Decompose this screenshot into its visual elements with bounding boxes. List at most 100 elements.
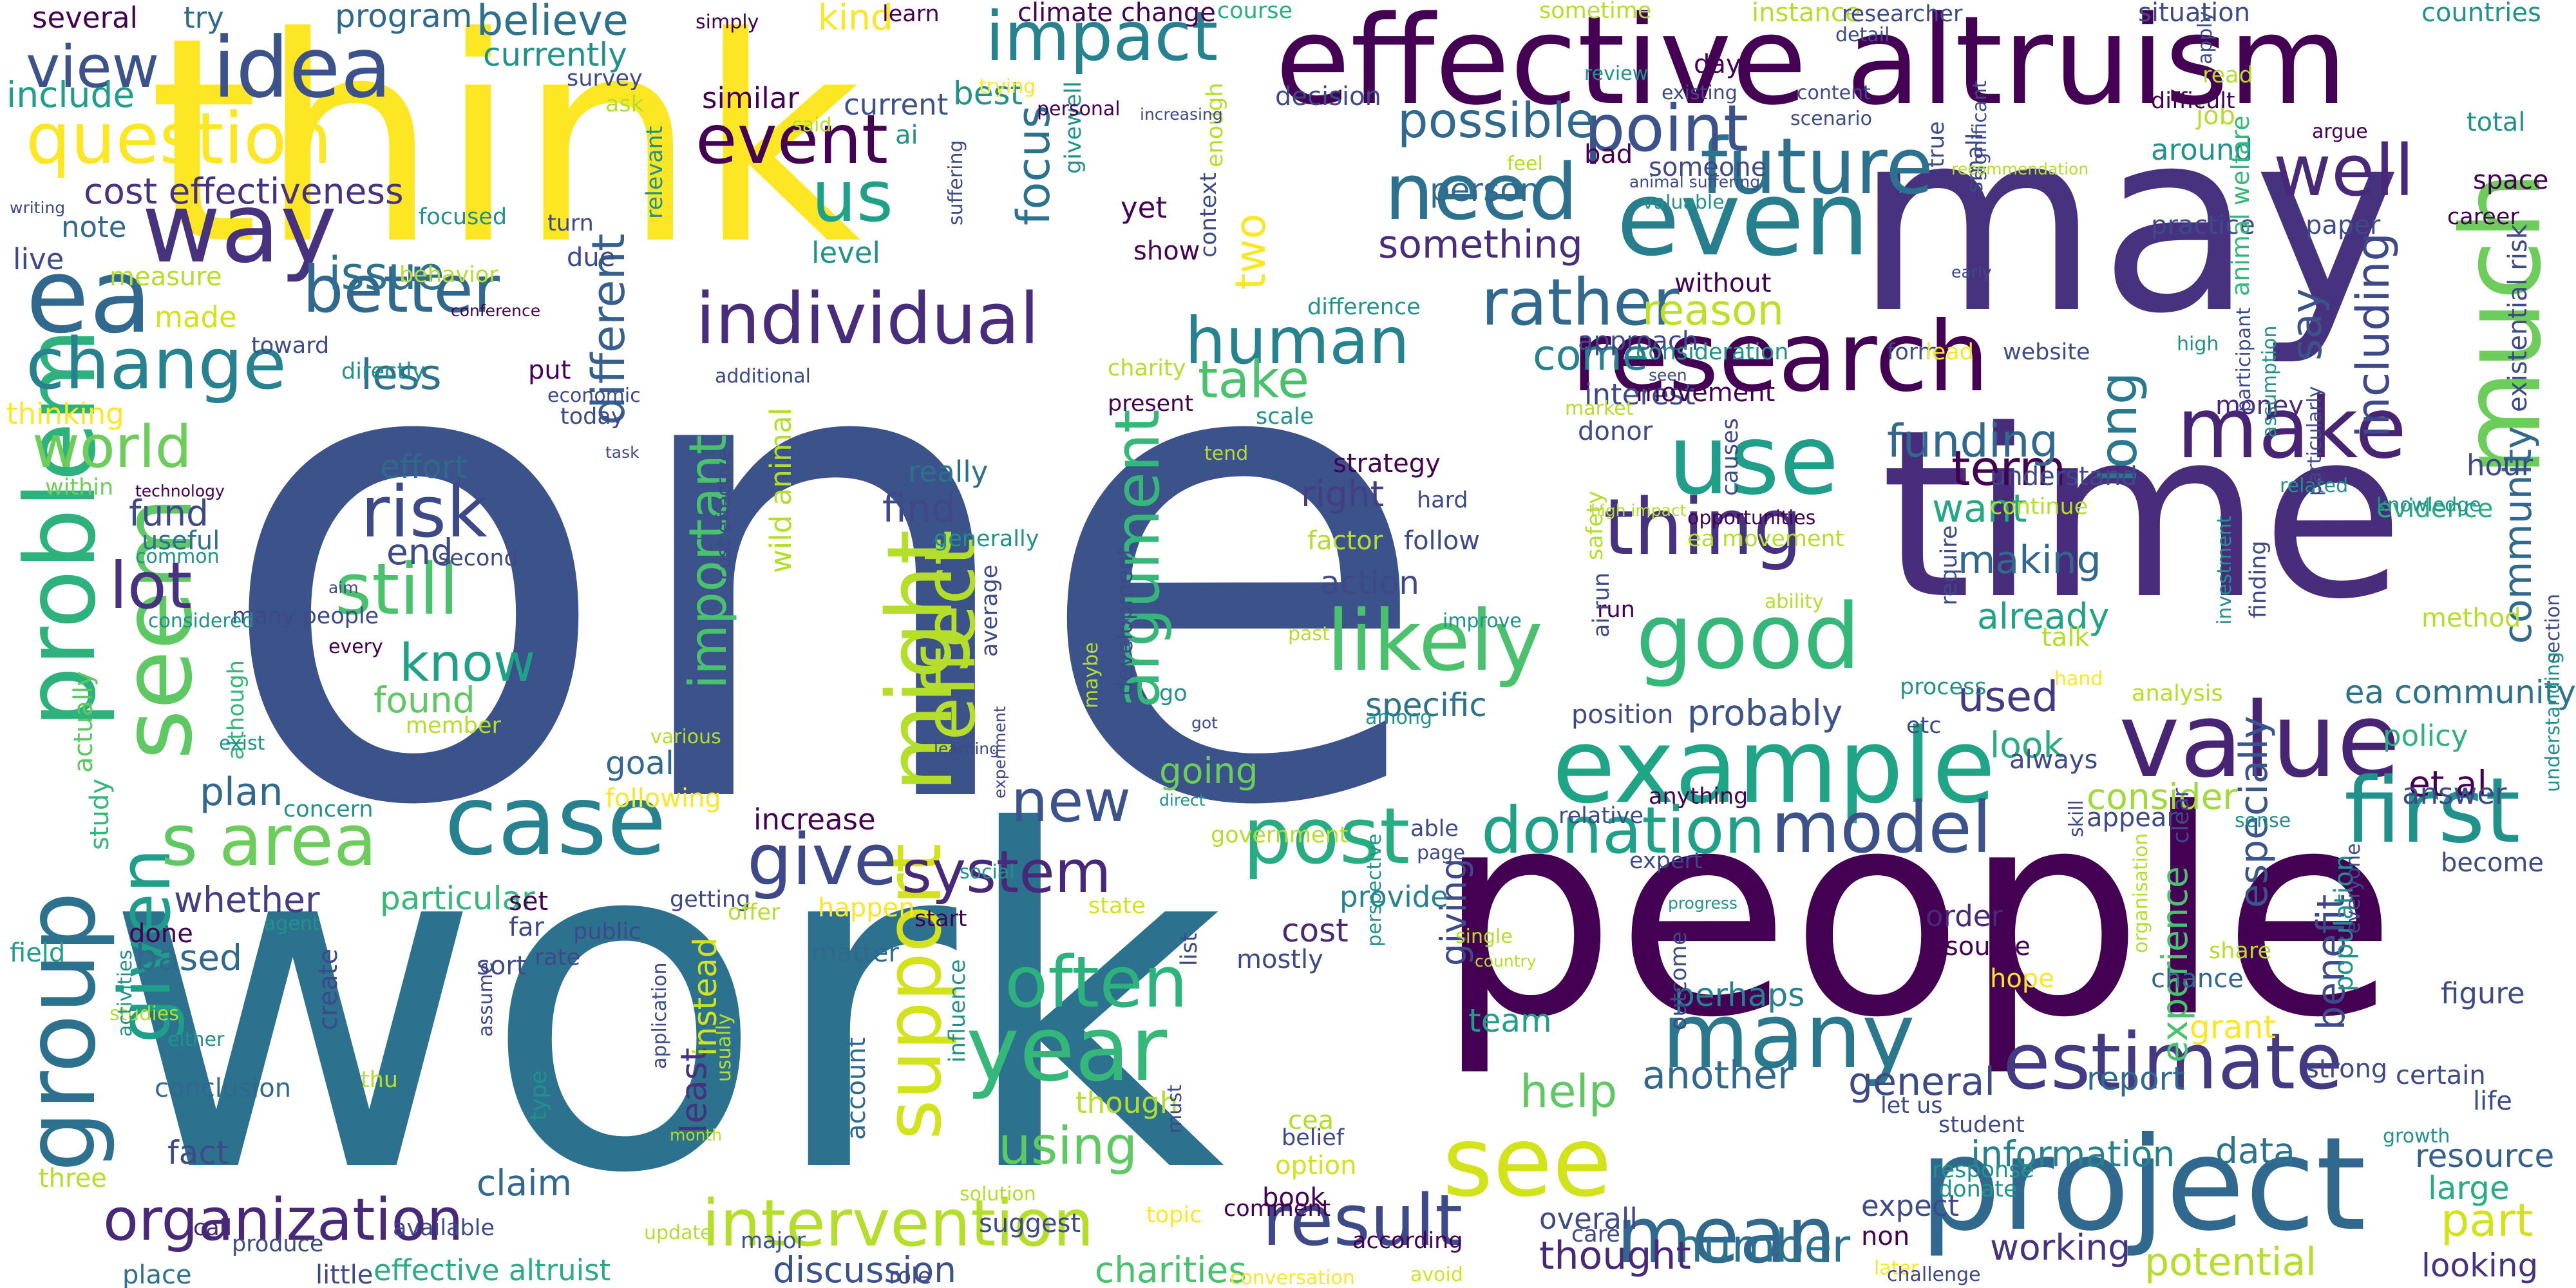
- word-way: way: [142, 173, 337, 285]
- word-based: based: [135, 937, 243, 978]
- word-let-us: let us: [1880, 1093, 1943, 1119]
- word-mostly: mostly: [1236, 945, 1323, 974]
- word-true: true: [1924, 121, 1949, 167]
- word-issue: issue: [328, 247, 444, 300]
- word-particularly: particularly: [2304, 386, 2326, 496]
- word-put: put: [528, 355, 571, 385]
- word-evidence: evidence: [2376, 494, 2494, 524]
- word-suffering: suffering: [945, 140, 967, 226]
- word-existential-risk: existential risk: [2503, 224, 2533, 412]
- word-produce: produce: [232, 1231, 324, 1257]
- word-chance: chance: [2151, 964, 2244, 994]
- word-made: made: [155, 300, 237, 334]
- word-view: view: [26, 33, 160, 101]
- word-difference: difference: [1307, 294, 1421, 320]
- word-said: said: [792, 114, 832, 137]
- word-someone: someone: [1649, 153, 1767, 182]
- word-order: order: [1926, 899, 2003, 933]
- word-good: good: [1636, 585, 1861, 690]
- word-major: major: [741, 1228, 806, 1254]
- word-using: using: [998, 1116, 1138, 1176]
- word-term: term: [1951, 440, 2067, 497]
- word-idea: idea: [213, 19, 392, 117]
- word-better: better: [303, 252, 500, 327]
- word-valuable: valuable: [1642, 191, 1725, 214]
- word-interest: interest: [1584, 377, 1696, 412]
- word-sort: sort: [477, 951, 527, 981]
- word-something: something: [1378, 222, 1583, 267]
- word-general: general: [1848, 1059, 1996, 1104]
- word-situation: situation: [2138, 0, 2251, 28]
- word-say: say: [2283, 288, 2331, 361]
- word-though: though: [1075, 1086, 1179, 1120]
- word-increase: increase: [753, 802, 876, 837]
- word-book: book: [1262, 1183, 1325, 1213]
- word-maybe: maybe: [1080, 642, 1103, 708]
- word-potential: potential: [2145, 1240, 2316, 1285]
- word-early: early: [1951, 263, 1992, 281]
- word-update: update: [644, 1222, 712, 1244]
- word-level: level: [811, 236, 881, 270]
- word-future: future: [1700, 122, 1933, 212]
- word-apply: apply: [2194, 11, 2217, 64]
- word-state: state: [1088, 893, 1146, 919]
- word-analysis: analysis: [2132, 681, 2223, 706]
- word-exist: exist: [219, 732, 265, 755]
- word-scale: scale: [1256, 404, 1314, 430]
- word-page: page: [1417, 842, 1465, 864]
- word-everyone: everyone: [2342, 843, 2365, 934]
- word-effort: effort: [380, 448, 468, 486]
- word-investment: investment: [2213, 515, 2236, 625]
- word-existing: existing: [1662, 82, 1738, 104]
- word-reason: reason: [1642, 287, 1784, 335]
- word-follow: follow: [1404, 526, 1480, 556]
- word-answer: answer: [2402, 777, 2507, 811]
- word-avoid: avoid: [1410, 1264, 1463, 1286]
- word-number: number: [1674, 1220, 1851, 1273]
- word-run: run: [1597, 597, 1635, 623]
- word-outcome: outcome: [1666, 931, 1692, 1030]
- word-charity: charity: [1108, 355, 1186, 381]
- word-learning: learning: [934, 739, 999, 758]
- word-belief: belief: [1282, 1125, 1345, 1151]
- word-may: may: [1855, 76, 2402, 368]
- word-various: various: [650, 726, 721, 748]
- word-team: team: [1468, 1002, 1552, 1039]
- word-toward: toward: [251, 333, 330, 359]
- word-case: case: [444, 765, 667, 877]
- word-come: come: [1533, 332, 1648, 380]
- word-talk: talk: [2041, 623, 2090, 652]
- word-mean: mean: [1616, 1191, 1836, 1281]
- word-funding: funding: [1887, 415, 2059, 468]
- word-seen: seen: [1649, 366, 1687, 384]
- word-challenge: challenge: [1887, 1264, 1981, 1286]
- word-simply: simply: [696, 11, 759, 33]
- word-movement: movement: [1636, 378, 1776, 408]
- word-resource: resource: [2415, 1137, 2555, 1175]
- word-method: method: [2421, 603, 2521, 633]
- word-animal-suffering: animal suffering: [1629, 173, 1761, 191]
- word-give: give: [747, 819, 898, 901]
- word-human: human: [1185, 303, 1410, 379]
- word-set: set: [509, 887, 549, 916]
- word-donate: donate: [1938, 1177, 2018, 1202]
- word-study: study: [85, 779, 115, 850]
- word-later: later: [1874, 1257, 1919, 1280]
- word-practice: practice: [2151, 211, 2255, 240]
- word-instance: instance: [1752, 0, 1861, 28]
- word-result: result: [1262, 1179, 1463, 1262]
- word-relevant: relevant: [642, 126, 668, 219]
- word-help: help: [1520, 1065, 1618, 1118]
- word-policy: policy: [2383, 719, 2468, 753]
- word-suggest: suggest: [979, 1209, 1081, 1238]
- word-still: still: [335, 548, 459, 630]
- word-looking: looking: [2421, 1247, 2539, 1284]
- word-world: world: [32, 413, 192, 481]
- word-ai-run: ai run: [1589, 572, 1615, 638]
- word-care: care: [1571, 1222, 1620, 1247]
- word-large: large: [2428, 1170, 2510, 1207]
- word-show: show: [1133, 236, 1200, 266]
- word-according: according: [1352, 1228, 1463, 1254]
- word-call: call: [193, 1215, 232, 1241]
